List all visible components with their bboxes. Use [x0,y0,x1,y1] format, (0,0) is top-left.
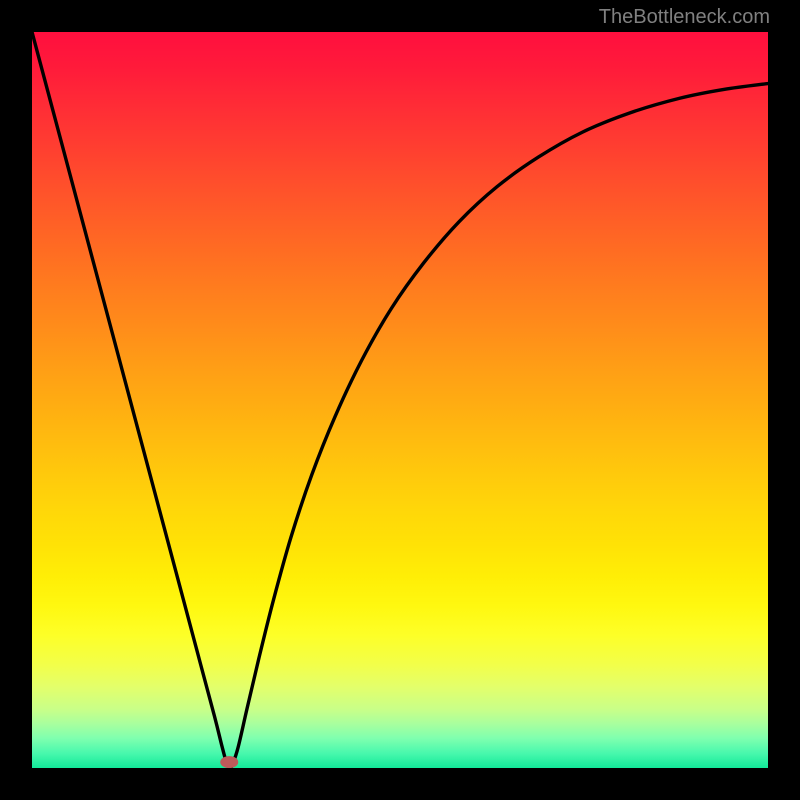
min-point-marker [220,756,238,768]
chart-svg [32,32,768,768]
plot-area [32,32,768,768]
chart-root: TheBottleneck.com [0,0,800,800]
watermark-text: TheBottleneck.com [599,6,770,29]
bottleneck-curve [32,32,768,768]
